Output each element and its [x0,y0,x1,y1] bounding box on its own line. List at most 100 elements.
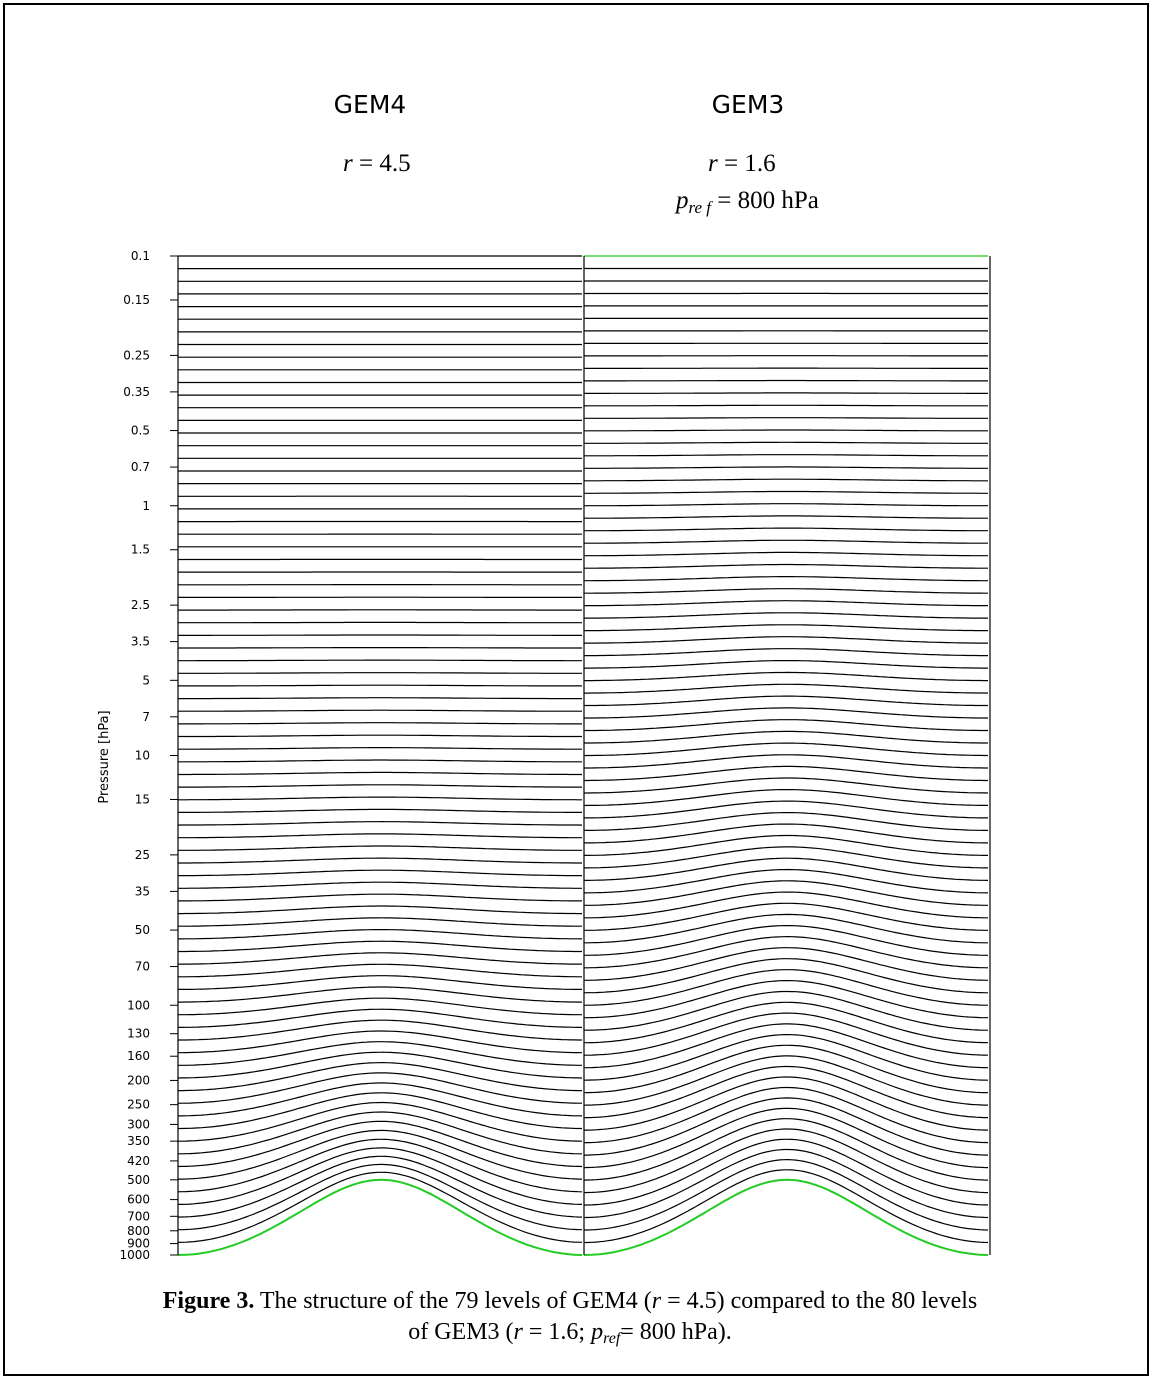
y-tick-label: 3.5 [131,635,150,649]
model-level-line [584,648,988,657]
model-level-line [178,1147,583,1206]
model-level-line [584,392,988,394]
model-level-line [178,893,582,902]
model-level-line [584,990,988,1031]
model-level-line [583,958,989,994]
gem3-pref-subscript: re f [688,198,712,217]
model-level-line [583,880,988,906]
model-level-line [584,800,988,819]
y-tick-label: 900 [127,1237,150,1251]
model-level-line [584,1065,988,1119]
model-level-line [584,466,988,469]
gem3-r-symbol: r [708,150,718,177]
model-level-line [584,659,988,669]
model-level-line [584,478,988,482]
model-level-line [178,709,582,712]
model-level-line [584,600,988,607]
caption-r2: r [513,1319,523,1345]
y-tick-label: 15 [135,792,150,806]
y-axis-label: Pressure [hPa] [97,710,112,803]
model-level-line [583,969,988,1006]
model-level-line [584,1097,989,1156]
model-level-line [177,1120,583,1168]
model-level-line [584,429,988,432]
model-level-line [178,928,583,940]
model-level-line [178,771,582,776]
panel-title-gem3: GEM3 [711,90,785,119]
model-level-line [178,1101,583,1142]
model-level-line [178,905,582,915]
y-tick-label: 2.5 [131,598,150,612]
model-level-line [178,917,582,927]
model-level-line [584,588,988,594]
model-level-line [178,1008,582,1029]
model-level-line [178,833,582,839]
model-level-line [178,746,582,750]
model-level-line [178,1082,583,1117]
model-level-line [177,820,583,826]
model-level-line [178,857,582,864]
y-tick-label: 700 [127,1209,150,1223]
model-level-line [583,868,989,894]
model-level-line [178,963,582,978]
model-level-line [177,1138,583,1193]
model-level-line [583,1033,989,1081]
model-level-line [584,947,989,981]
model-level-line [584,1001,989,1044]
model-level-line [584,846,988,869]
model-level-line [178,881,582,889]
model-level-line [584,1158,989,1231]
y-tick-label: 1 [142,499,150,513]
model-level-line [583,404,988,407]
y-tick-label: 350 [127,1134,150,1148]
model-level-line [584,754,988,769]
model-level-line [583,1044,989,1094]
model-level-line [584,515,988,519]
model-level-line [178,759,582,763]
caption-text-4: = 800 hPa). [620,1319,732,1345]
model-level-line [178,659,582,662]
model-level-line [178,1129,582,1180]
y-tick-label: 130 [127,1027,150,1041]
y-tick-label: 600 [127,1193,150,1207]
model-level-line [178,1163,583,1231]
y-tick-label: 250 [127,1098,150,1112]
model-level-line [584,575,988,582]
caption-r1: r [651,1288,662,1314]
model-level-line [178,845,582,851]
model-level-line [178,1092,582,1130]
y-tick-label: 50 [135,923,150,937]
model-level-line [178,684,582,687]
model-level-line [178,808,582,814]
model-level-line [178,672,582,674]
model-level-line [178,1041,582,1066]
surface-level-line [583,1178,989,1256]
y-tick-label: 0.7 [131,460,150,474]
model-level-line [584,1148,989,1219]
model-level-line [584,441,988,444]
model-level-line [178,997,582,1016]
model-level-line [584,924,988,956]
model-level-line [584,563,988,569]
level-lines [177,255,989,1256]
caption-pref-sub: ref [603,1330,621,1347]
model-level-line [584,551,988,557]
model-level-line [583,1055,988,1106]
model-level-line [584,902,988,931]
y-tick-label: 160 [127,1049,150,1063]
model-level-line [584,719,988,732]
model-level-line [178,1019,582,1041]
y-tick-label: 420 [127,1154,150,1168]
model-level-line [584,979,988,1019]
model-level-line [583,1107,989,1169]
model-level-line [584,1012,989,1056]
model-level-line [584,636,988,644]
model-level-line [584,765,988,782]
model-level-line [584,742,988,757]
model-level-line [177,1051,583,1079]
model-level-line [178,869,582,877]
y-tick-label: 1.5 [131,543,150,557]
model-level-line [584,1138,989,1206]
y-tick-label: 0.35 [123,385,150,399]
